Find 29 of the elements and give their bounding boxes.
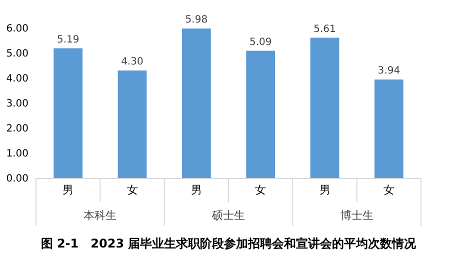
x-tick-label: 男 [319,184,330,196]
y-tick-label: 5.00 [6,48,28,60]
x-tick-label: 女 [126,184,138,196]
text: 图 2-1 2023 届毕业生求职阶段参加招聘会和宣讲会的平均次数情况 [40,236,418,250]
bar [182,28,211,178]
text: 博士生 [340,209,374,222]
text: 硕士生 [211,209,245,222]
x-tick-label: 男 [190,184,202,196]
y-tick-label: 6.00 [6,24,28,34]
bar [374,80,404,178]
bar [310,38,340,178]
data-label: 4.30 [121,56,144,68]
y-tick-label: 2.00 [6,124,28,134]
bar [246,50,276,178]
data-label: 5.09 [249,36,272,48]
y-tick-label: 3.00 [6,98,28,110]
text: 本科生 [84,209,117,222]
data-label: 5.61 [314,24,336,35]
data-label: 5.98 [185,14,208,26]
bar [54,48,83,178]
x-tick-label: 女 [383,184,394,196]
bar [118,70,147,178]
x-tick-label: 女 [255,184,266,196]
y-tick-label: 0.00 [6,174,28,184]
y-tick-label: 1.00 [6,148,28,160]
x-tick-label: 男 [62,184,74,196]
data-label: 3.94 [378,66,400,76]
y-tick-label: 4.00 [6,74,28,84]
data-label: 5.19 [56,34,80,46]
